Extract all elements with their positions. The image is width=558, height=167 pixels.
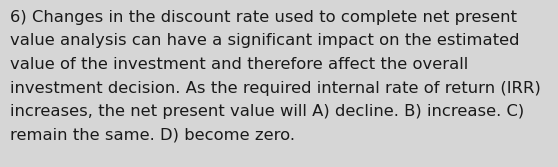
Text: 6) Changes in the discount rate used to complete net present: 6) Changes in the discount rate used to … bbox=[10, 10, 517, 25]
Text: increases, the net present value will A) decline. B) increase. C): increases, the net present value will A)… bbox=[10, 104, 525, 119]
Text: investment decision. As the required internal rate of return (IRR): investment decision. As the required int… bbox=[10, 80, 541, 96]
Text: value of the investment and therefore affect the overall: value of the investment and therefore af… bbox=[10, 57, 468, 72]
Text: value analysis can have a significant impact on the estimated: value analysis can have a significant im… bbox=[10, 34, 519, 48]
Text: remain the same. D) become zero.: remain the same. D) become zero. bbox=[10, 127, 295, 142]
